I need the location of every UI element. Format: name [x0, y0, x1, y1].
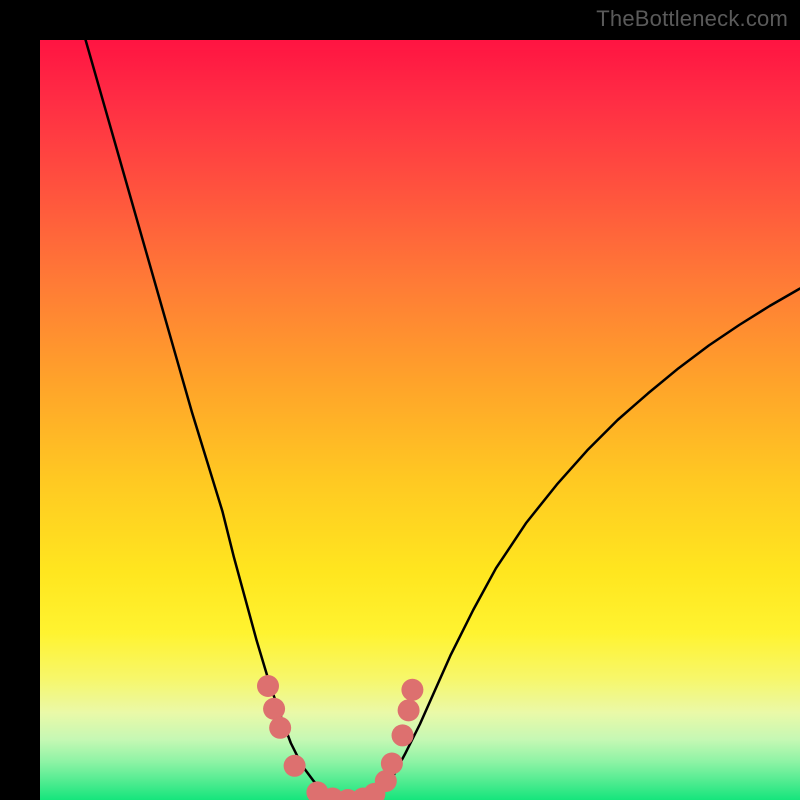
marker-point [392, 724, 414, 746]
plot-area [40, 40, 800, 800]
watermark-text: TheBottleneck.com [596, 6, 788, 32]
marker-point [269, 717, 291, 739]
marker-point [284, 755, 306, 777]
chart-svg [40, 40, 800, 800]
marker-point [398, 699, 420, 721]
marker-point [401, 679, 423, 701]
marker-point [257, 675, 279, 697]
marker-point [381, 753, 403, 775]
marker-point [263, 698, 285, 720]
